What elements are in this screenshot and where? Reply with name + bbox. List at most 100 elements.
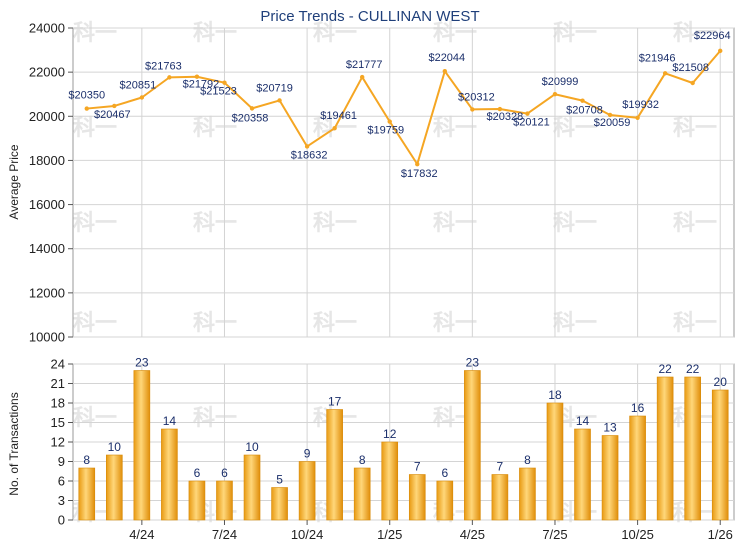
transactions-bar (574, 428, 591, 521)
price-tick-label: 14000 (29, 241, 65, 256)
price-data-label: $21777 (346, 59, 383, 71)
transactions-data-label: 6 (221, 466, 228, 480)
price-point (525, 111, 530, 116)
price-point (718, 48, 723, 54)
watermark-text: 科一 (193, 406, 237, 431)
transactions-data-label: 8 (359, 453, 366, 467)
watermark-text: 科一 (193, 311, 237, 336)
transactions-bar (381, 441, 399, 521)
price-data-label: $20851 (119, 80, 156, 92)
transactions-data-label: 16 (631, 401, 645, 415)
transactions-bar (78, 467, 96, 521)
transactions-bar (684, 376, 701, 521)
watermark-text: 科一 (193, 21, 237, 46)
price-data-label: $20467 (94, 109, 131, 121)
price-point (194, 74, 200, 79)
x-tick-label: 7/24 (212, 527, 237, 542)
transactions-bar (601, 435, 619, 521)
transactions-tick-label: 21 (51, 376, 65, 391)
y-axis-title-transactions: No. of Transactions (7, 392, 21, 495)
price-data-label: $21946 (639, 52, 676, 64)
transactions-bar (408, 474, 426, 521)
transactions-bar (546, 402, 564, 521)
transactions-tick-label: 18 (51, 396, 65, 411)
price-data-label: $20358 (232, 112, 269, 124)
price-point (84, 106, 89, 111)
transactions-bar (161, 428, 178, 521)
transactions-data-label: 14 (163, 414, 177, 428)
price-point (580, 98, 585, 103)
transactions-bar (133, 370, 151, 521)
price-tick-label: 10000 (29, 330, 65, 345)
transactions-data-label: 10 (245, 440, 259, 454)
watermark-text: 科一 (673, 116, 717, 141)
price-point (497, 106, 503, 112)
watermark-text: 科一 (313, 21, 357, 46)
transactions-data-label: 20 (714, 375, 728, 389)
price-data-label: $20708 (566, 105, 603, 117)
transactions-data-label: 5 (276, 473, 283, 487)
transactions-data-label: 7 (414, 460, 421, 474)
transactions-bar (271, 487, 288, 521)
price-data-label: $19932 (622, 99, 659, 111)
transactions-bar (464, 370, 481, 521)
transactions-data-label: 12 (383, 427, 397, 441)
price-tick-label: 18000 (29, 153, 65, 168)
transactions-bar (491, 474, 509, 521)
price-data-label: $19461 (320, 110, 357, 122)
price-data-label: $21508 (672, 62, 709, 74)
transactions-bar (216, 480, 233, 521)
price-data-label: $20328 (487, 111, 524, 123)
price-tick-label: 20000 (29, 109, 65, 124)
transactions-data-label: 14 (576, 414, 590, 428)
transactions-tick-label: 12 (51, 435, 65, 450)
price-data-label: $18632 (291, 149, 328, 161)
transactions-data-label: 17 (328, 395, 342, 409)
watermark-text: 科一 (73, 116, 117, 141)
watermark-text: 科一 (433, 311, 477, 336)
transactions-bar (629, 415, 646, 521)
transactions-bar (519, 467, 536, 521)
watermark-text: 科一 (673, 211, 717, 236)
price-data-label: $21792 (183, 79, 220, 91)
price-point (690, 80, 695, 86)
price-data-label: $20312 (458, 91, 495, 103)
price-point (387, 119, 392, 124)
transactions-data-label: 6 (441, 466, 448, 480)
x-tick-label: 4/24 (129, 527, 154, 542)
price-tick-label: 22000 (29, 65, 65, 80)
transactions-data-label: 8 (524, 453, 531, 467)
transactions-bar (188, 480, 206, 521)
price-data-label: $22044 (428, 52, 465, 64)
price-plot-frame (72, 27, 735, 338)
transactions-bar (326, 409, 343, 521)
price-tick-label: 24000 (29, 21, 65, 36)
price-point (222, 80, 227, 85)
y-axis-title-price: Average Price (7, 144, 21, 219)
price-point (304, 144, 310, 149)
x-tick-label: 10/24 (291, 527, 324, 542)
transactions-data-label: 22 (658, 362, 672, 376)
price-point (112, 103, 117, 109)
transactions-data-label: 10 (108, 440, 122, 454)
price-point (635, 115, 640, 120)
price-data-label: $20999 (542, 76, 579, 88)
transactions-bar (298, 461, 316, 521)
watermark-text: 科一 (73, 211, 117, 236)
price-data-label: $20350 (68, 90, 105, 102)
price-data-label: $20059 (594, 117, 631, 129)
x-tick-label: 10/25 (621, 527, 654, 542)
watermark-text: 科一 (73, 21, 117, 46)
watermark-text: 科一 (433, 116, 477, 141)
watermark-text: 科一 (553, 311, 597, 336)
watermark-text: 科一 (553, 211, 597, 236)
price-point (470, 107, 475, 112)
transactions-data-label: 7 (497, 460, 504, 474)
transactions-tick-label: 24 (51, 357, 65, 372)
price-data-label: $20121 (513, 117, 550, 129)
price-data-label: $21523 (200, 86, 237, 98)
transactions-tick-label: 6 (58, 474, 65, 489)
transactions-data-label: 8 (83, 453, 90, 467)
watermark-text: 科一 (193, 116, 237, 141)
